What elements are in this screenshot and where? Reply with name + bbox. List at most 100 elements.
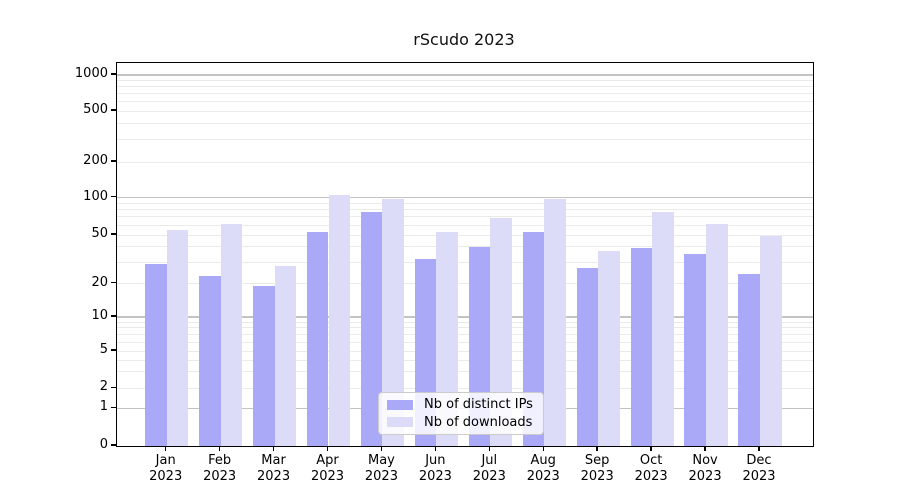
gridline-minor bbox=[117, 261, 813, 263]
y-tick bbox=[111, 160, 116, 162]
y-tick-label: 2 bbox=[99, 379, 108, 395]
bar-distinct-ips-2 bbox=[252, 286, 275, 446]
bar-distinct-ips-9 bbox=[630, 248, 653, 446]
bar-distinct-ips-0 bbox=[145, 263, 167, 446]
bar-distinct-ips-8 bbox=[576, 267, 599, 446]
gridline-minor bbox=[117, 327, 813, 329]
x-tick-year: 2023 bbox=[364, 469, 398, 484]
x-tick bbox=[650, 446, 652, 451]
plot-area bbox=[116, 62, 814, 447]
x-tick-year: 2023 bbox=[149, 469, 183, 484]
x-tick-year: 2023 bbox=[418, 469, 452, 484]
x-tick-label: Jul 2023 bbox=[461, 453, 517, 485]
x-tick-label: Nov 2023 bbox=[677, 453, 733, 485]
x-tick-year: 2023 bbox=[257, 469, 291, 484]
gridline-minor bbox=[117, 122, 813, 124]
y-tick-label: 200 bbox=[83, 153, 108, 168]
x-tick-month: Nov bbox=[692, 453, 718, 468]
x-tick-year: 2023 bbox=[580, 469, 614, 484]
y-tick-label: 1000 bbox=[74, 66, 108, 81]
gridline-major bbox=[117, 197, 813, 199]
x-tick-year: 2023 bbox=[526, 469, 560, 484]
gridline-minor bbox=[117, 110, 813, 112]
x-tick-year: 2023 bbox=[472, 469, 506, 484]
bar-distinct-ips-11 bbox=[738, 274, 760, 446]
bar-downloads-8 bbox=[598, 251, 620, 446]
legend-label-distinct-ips: Nb of distinct IPs bbox=[424, 397, 533, 413]
x-tick-label: May 2023 bbox=[353, 453, 409, 485]
gridline-minor bbox=[117, 202, 813, 204]
y-tick bbox=[111, 109, 116, 111]
gridline-minor bbox=[117, 387, 813, 389]
bar-distinct-ips-10 bbox=[684, 253, 707, 446]
gridline-minor bbox=[117, 209, 813, 211]
x-tick-month: Dec bbox=[746, 453, 772, 468]
gridline-minor bbox=[117, 234, 813, 236]
x-tick-year: 2023 bbox=[742, 469, 776, 484]
legend-label-downloads: Nb of downloads bbox=[424, 414, 533, 430]
legend: Nb of distinct IPs Nb of downloads bbox=[378, 392, 544, 435]
bar-distinct-ips-4 bbox=[360, 212, 383, 446]
gridline-minor bbox=[117, 138, 813, 140]
x-tick-month: Oct bbox=[639, 453, 663, 468]
x-tick bbox=[596, 446, 598, 451]
y-tick bbox=[111, 444, 116, 446]
y-tick bbox=[111, 406, 116, 408]
y-tick-label: 100 bbox=[83, 188, 108, 204]
x-tick-year: 2023 bbox=[688, 469, 722, 484]
legend-swatch-distinct-ips bbox=[387, 399, 413, 410]
x-tick bbox=[326, 446, 329, 451]
y-tick-label: 0 bbox=[99, 437, 108, 452]
x-tick-label: Aug 2023 bbox=[515, 453, 571, 485]
bar-downloads-6 bbox=[490, 218, 512, 446]
x-tick-month: Jan bbox=[155, 453, 176, 468]
y-tick bbox=[111, 282, 116, 284]
x-tick-month: Aug bbox=[530, 453, 556, 468]
x-tick bbox=[434, 446, 437, 451]
gridline-minor bbox=[117, 359, 813, 361]
gridline-minor bbox=[117, 224, 813, 226]
gridline-minor bbox=[117, 283, 813, 285]
x-tick-year: 2023 bbox=[310, 469, 345, 484]
x-tick-month: Feb bbox=[208, 453, 232, 468]
y-tick bbox=[111, 196, 116, 198]
y-tick bbox=[111, 315, 116, 317]
y-tick-label: 500 bbox=[83, 102, 108, 117]
x-tick-label: Oct 2023 bbox=[623, 453, 679, 485]
x-tick-label: Jan 2023 bbox=[138, 453, 194, 485]
x-tick-label: Feb 2023 bbox=[192, 453, 248, 485]
gridline-minor bbox=[117, 101, 813, 103]
x-tick bbox=[272, 446, 275, 451]
bar-downloads-3 bbox=[328, 195, 351, 446]
x-tick-label: Mar 2023 bbox=[246, 453, 302, 485]
gridline-minor bbox=[117, 161, 813, 163]
legend-item-distinct-ips: Nb of distinct IPs bbox=[387, 397, 535, 412]
x-tick-label: Dec 2023 bbox=[731, 453, 787, 485]
x-tick-year: 2023 bbox=[634, 469, 668, 484]
y-tick bbox=[111, 349, 116, 351]
bar-downloads-4 bbox=[382, 199, 405, 446]
legend-item-downloads: Nb of downloads bbox=[387, 415, 535, 430]
x-tick bbox=[704, 446, 706, 451]
x-tick bbox=[165, 446, 167, 451]
gridline-minor bbox=[117, 246, 813, 248]
x-tick-month: May bbox=[367, 453, 395, 468]
y-tick-label: 50 bbox=[91, 226, 108, 241]
gridline-minor bbox=[117, 341, 813, 343]
y-tick-label: 5 bbox=[99, 342, 108, 357]
bar-distinct-ips-1 bbox=[199, 276, 221, 446]
gridline-minor bbox=[117, 333, 813, 335]
gridline-minor bbox=[117, 216, 813, 218]
chart-title: rScudo 2023 bbox=[413, 30, 515, 49]
gridline-major bbox=[117, 316, 813, 318]
y-tick bbox=[111, 386, 116, 388]
x-tick-month: Sep bbox=[584, 453, 610, 468]
x-tick-label: Jun 2023 bbox=[407, 453, 463, 485]
bar-downloads-1 bbox=[220, 224, 243, 446]
x-tick-label: Sep 2023 bbox=[569, 453, 625, 485]
bar-distinct-ips-3 bbox=[306, 231, 329, 446]
x-tick bbox=[542, 446, 544, 451]
gridline-minor bbox=[117, 371, 813, 373]
x-tick bbox=[758, 446, 760, 451]
